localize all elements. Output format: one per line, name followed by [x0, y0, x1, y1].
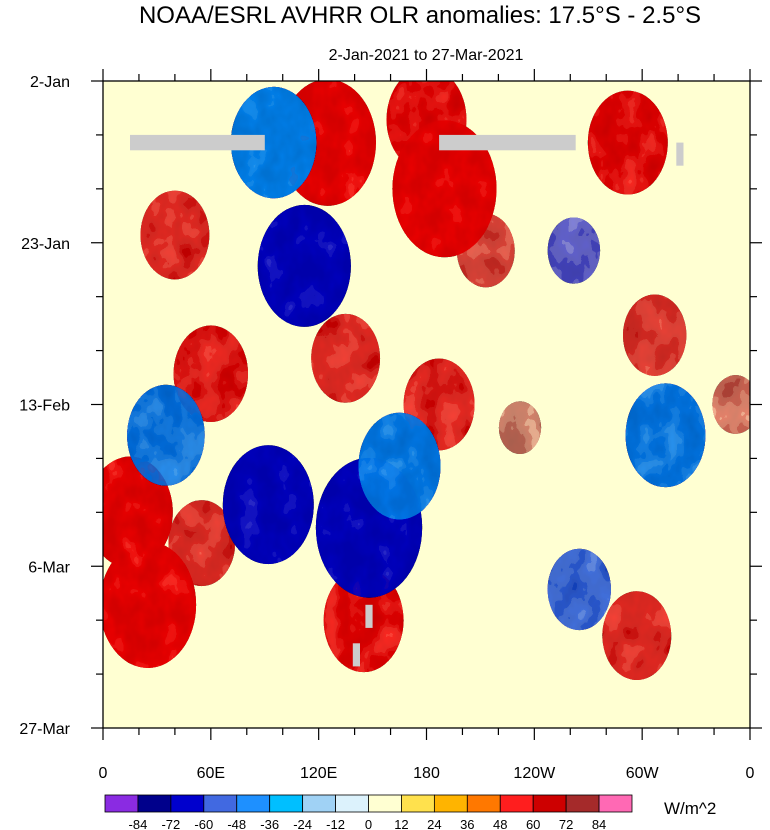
- anomaly-feature: [386, 81, 467, 172]
- colorbar-tick-label: -72: [161, 817, 180, 830]
- colorbar-swatch: [269, 794, 304, 813]
- chart-subtitle: 2-Jan-2021 to 27-Mar-2021: [329, 47, 524, 64]
- anomaly-feature: [103, 541, 197, 669]
- anomaly-feature: [547, 548, 612, 631]
- x-tick-label: 0: [99, 765, 108, 782]
- y-tick-label: 13-Feb: [19, 398, 70, 415]
- colorbar-tick-label: -12: [326, 817, 345, 830]
- colorbar-swatch: [335, 794, 369, 813]
- anomaly-feature: [222, 445, 314, 565]
- y-tick-label: 6-Mar: [28, 559, 70, 576]
- colorbar-tick-label: -60: [194, 817, 213, 830]
- anomaly-feature: [358, 412, 441, 520]
- x-tick-label: 180: [413, 765, 440, 782]
- anomaly-feature: [622, 294, 687, 377]
- colorbar: -84 -72 -60 -48 -36 -24 -12 0 12 24 36 48 60 72 84: [104, 794, 633, 830]
- colorbar-tick-label: 60: [526, 817, 540, 830]
- heatmap-clip-group: [103, 81, 750, 681]
- anomaly-feature: [456, 213, 515, 288]
- anomaly-feature: [311, 313, 381, 403]
- anomaly-feature: [498, 401, 542, 455]
- anomaly-feature: [587, 90, 668, 195]
- colorbar-tick-label: -24: [293, 817, 312, 830]
- colorbar-swatch: [565, 794, 600, 813]
- colorbar-swatch: [170, 794, 205, 813]
- anomaly-feature: [173, 325, 249, 423]
- missing-data-patch: [352, 643, 360, 667]
- colorbar-swatch: [401, 794, 435, 813]
- missing-data-patch: [365, 604, 373, 628]
- colorbar-swatch: [302, 794, 336, 813]
- colorbar-tick-label: 0: [365, 817, 372, 830]
- colorbar-tick-label: 12: [394, 817, 408, 830]
- x-tick-label: 60W: [626, 765, 660, 782]
- colorbar-tick-label: 84: [592, 817, 606, 830]
- colorbar-swatch: [368, 794, 402, 813]
- y-axis: 2-Jan 23-Jan 13-Feb 6-Mar 27-Mar: [19, 74, 762, 738]
- colorbar-swatch: [532, 794, 567, 813]
- x-tick-label: 0: [746, 765, 755, 782]
- x-tick-label: 120E: [300, 765, 337, 782]
- colorbar-swatch: [598, 794, 633, 813]
- y-tick-label: 2-Jan: [30, 74, 70, 91]
- missing-data-layer: [130, 134, 684, 667]
- chart-title: NOAA/ESRL AVHRR OLR anomalies: 17.5°S - …: [139, 2, 701, 29]
- positive-anomaly-layer: [103, 81, 750, 681]
- anomaly-feature: [140, 190, 210, 280]
- colorbar-swatch: [203, 794, 238, 813]
- negative-anomaly-layer: [126, 86, 706, 631]
- anomaly-feature: [103, 456, 173, 569]
- anomaly-feature: [625, 383, 706, 488]
- colorbar-tick-label: -48: [227, 817, 246, 830]
- colorbar-swatch: [499, 794, 534, 813]
- colorbar-tick-label: -36: [260, 817, 279, 830]
- missing-data-patch: [676, 142, 684, 166]
- anomaly-feature: [230, 86, 317, 199]
- colorbar-swatch: [466, 794, 501, 813]
- anomaly-feature: [126, 384, 205, 486]
- anomaly-feature: [602, 591, 672, 681]
- x-tick-label: 120W: [513, 765, 556, 782]
- colorbar-tick-label: -84: [129, 817, 148, 830]
- colorbar-units: W/m^2: [664, 799, 716, 818]
- colorbar-tick-label: 72: [559, 817, 573, 830]
- missing-data-patch: [130, 134, 265, 151]
- x-axis: 0 60E 120E 180 120W 60W 0: [99, 69, 755, 782]
- colorbar-tick-label: 36: [460, 817, 474, 830]
- colorbar-tick-label: 24: [427, 817, 441, 830]
- y-tick-label: 27-Mar: [19, 721, 70, 738]
- x-tick-label: 60E: [197, 765, 225, 782]
- anomaly-feature: [547, 217, 601, 284]
- colorbar-tick-label: 48: [493, 817, 507, 830]
- y-tick-label: 23-Jan: [21, 236, 70, 253]
- missing-data-patch: [439, 134, 576, 151]
- colorbar-swatch: [104, 794, 139, 813]
- anomaly-feature: [168, 500, 236, 587]
- anomaly-feature: [257, 204, 351, 327]
- colorbar-swatch: [433, 794, 468, 813]
- colorbar-swatch: [137, 794, 172, 813]
- anomaly-feature: [712, 375, 750, 434]
- colorbar-swatch: [236, 794, 271, 813]
